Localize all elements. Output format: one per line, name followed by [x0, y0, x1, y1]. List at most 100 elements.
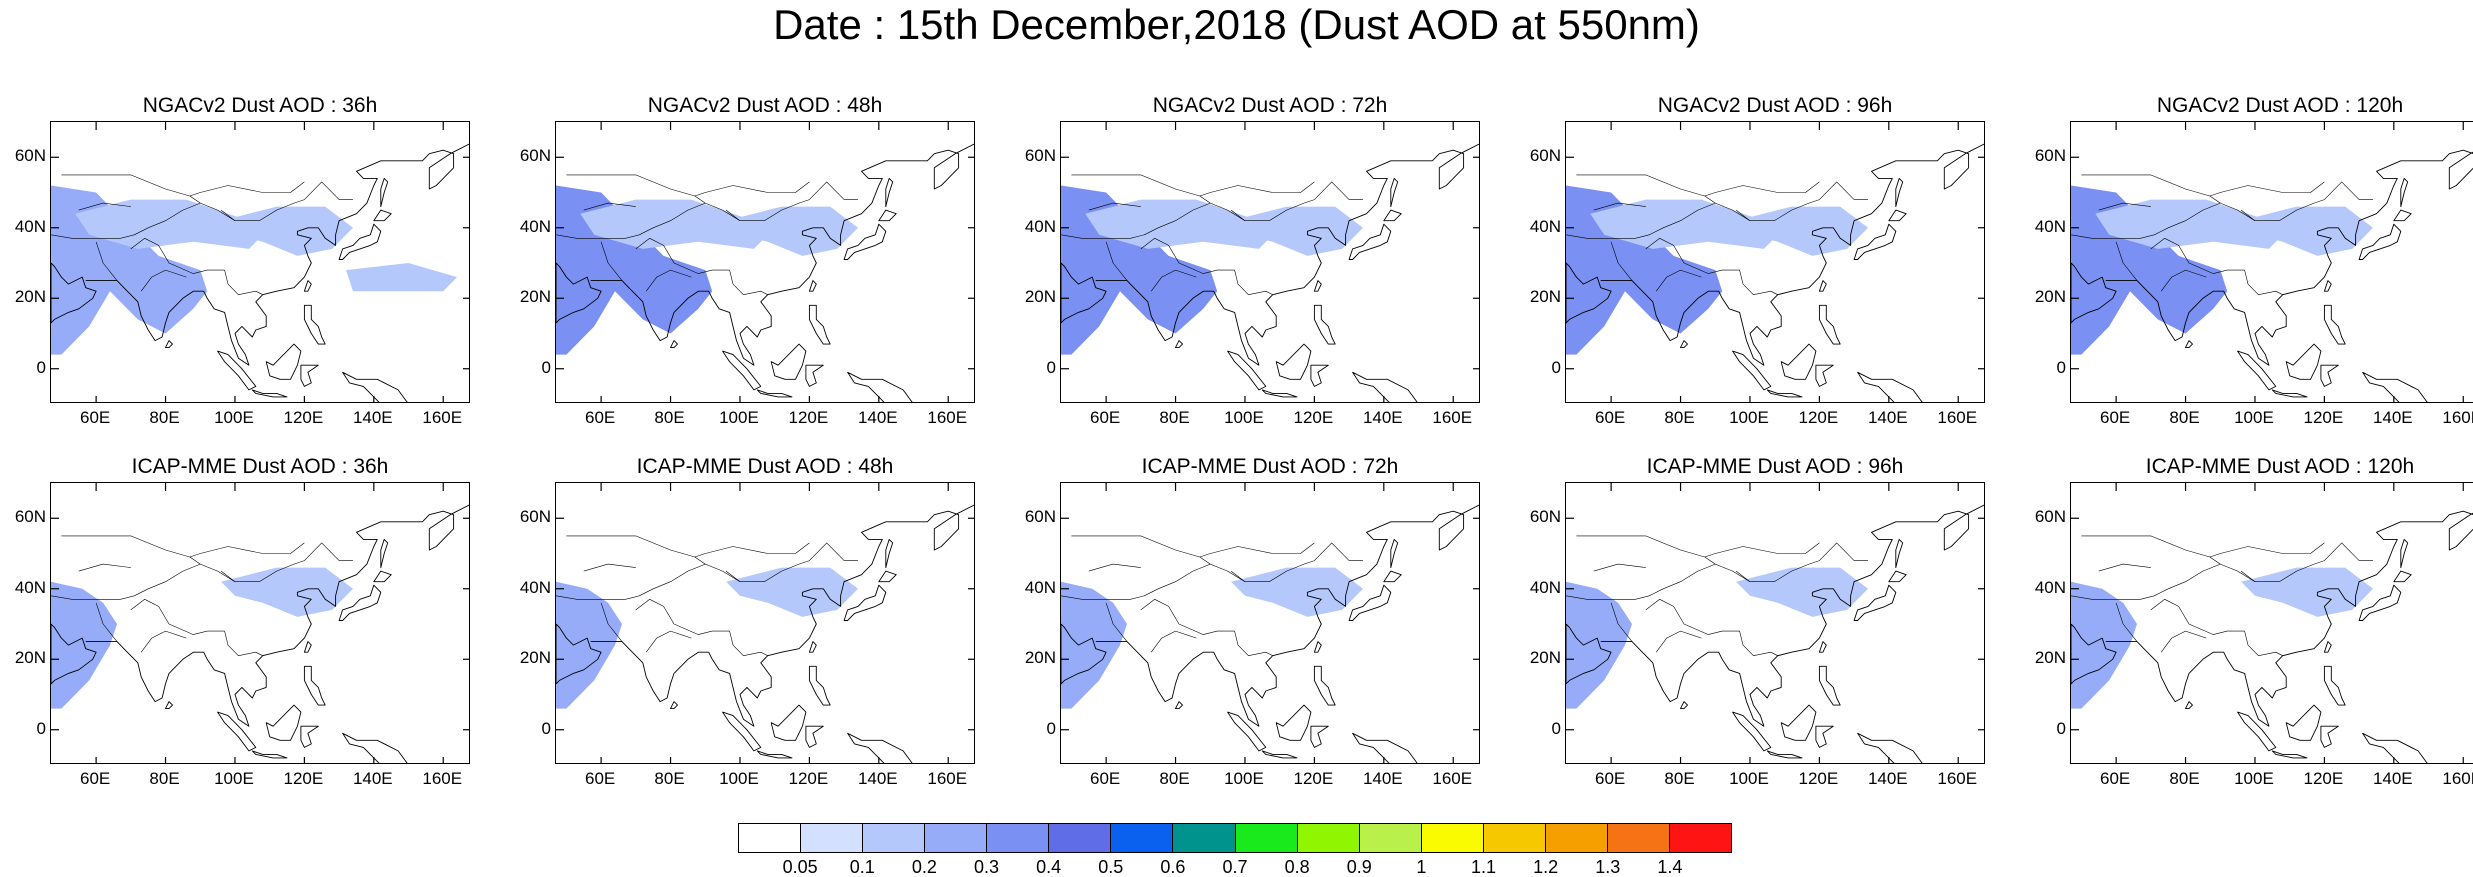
- island-outline: [342, 732, 408, 763]
- country-border: [1230, 209, 1246, 221]
- island-outline: [1815, 725, 1834, 748]
- country-border: [140, 630, 187, 653]
- country-border: [1199, 556, 1211, 565]
- island-outline: [2237, 350, 2277, 391]
- map-canvas: [51, 483, 469, 763]
- island-outline: [2362, 732, 2428, 763]
- country-border: [96, 181, 353, 239]
- country-border: [2098, 563, 2151, 572]
- x-tick-label: 80E: [2169, 408, 2200, 427]
- country-border: [1645, 238, 1740, 274]
- y-tick-label: 0: [1551, 357, 1561, 377]
- colorbar-swatch: [925, 824, 988, 852]
- island-outline: [303, 304, 326, 345]
- country-border: [96, 542, 353, 600]
- country-border: [2071, 234, 2117, 239]
- country-border: [2122, 262, 2138, 281]
- x-tick-label: 120E: [1798, 408, 1839, 427]
- x-tick-label: 120E: [2303, 408, 2344, 427]
- island-outline: [843, 223, 887, 260]
- x-tick-label: 100E: [1729, 408, 1769, 427]
- island-outline: [2400, 177, 2409, 208]
- country-border: [1610, 602, 1619, 625]
- colorbar-swatch: [1607, 824, 1670, 852]
- island-outline: [805, 725, 824, 748]
- x-tick-label: 100E: [1224, 408, 1264, 427]
- country-border: [1566, 595, 1612, 600]
- country-border: [729, 631, 768, 656]
- country-border: [1655, 630, 1702, 653]
- country-border: [694, 195, 706, 204]
- dust-region-west-pacific: [346, 263, 458, 292]
- island-outline: [1227, 711, 1267, 752]
- colorbar-label: 1: [1416, 857, 1427, 877]
- map-frame: [50, 482, 470, 764]
- island-outline: [1261, 750, 1298, 759]
- island-outline: [2185, 340, 2193, 349]
- coastline: [1600, 143, 1984, 366]
- x-tick-label: 60E: [2099, 408, 2131, 427]
- country-border: [556, 234, 602, 239]
- island-outline: [1818, 304, 1841, 345]
- country-border: [1645, 599, 1740, 635]
- country-border: [51, 234, 97, 239]
- map-canvas: [1566, 122, 1984, 402]
- coastline: [590, 143, 974, 366]
- country-border: [1704, 195, 1716, 204]
- country-border: [189, 195, 201, 204]
- country-border: [1617, 262, 1633, 281]
- island-outline: [2271, 750, 2308, 759]
- country-border: [2122, 623, 2138, 642]
- coastline: [1600, 504, 1984, 727]
- island-outline: [2271, 389, 2308, 398]
- dust-region-north-china: [1231, 567, 1363, 617]
- island-outline: [722, 350, 762, 391]
- island-outline: [2393, 570, 2412, 583]
- island-outline: [373, 570, 392, 583]
- island-outline: [1895, 177, 1904, 208]
- country-border: [78, 202, 131, 211]
- country-border: [224, 631, 263, 656]
- dust-region-north-china: [726, 206, 858, 256]
- country-border: [78, 563, 131, 572]
- island-outline: [2323, 641, 2332, 653]
- map-panel: ICAP-MME Dust AOD : 72h 60N 40N 20N 0 60E 80E 1…: [1010, 454, 1480, 794]
- colorbar-label: 0.8: [1284, 857, 1310, 877]
- map-panel: ICAP-MME Dust AOD : 48h 60N 40N 20N 0 60E 80E 1…: [505, 454, 975, 794]
- country-border: [1704, 556, 1716, 565]
- island-outline: [808, 665, 831, 706]
- coastline: [51, 262, 97, 324]
- y-tick-label: 40N: [1529, 216, 1561, 236]
- coastline: [1095, 143, 1479, 366]
- island-outline: [847, 371, 913, 402]
- island-outline: [380, 177, 389, 208]
- coastline: [2105, 510, 2473, 727]
- island-outline: [380, 538, 389, 569]
- y-tick-label: 40N: [519, 577, 551, 597]
- y-tick-label: 0: [1046, 357, 1056, 377]
- x-tick-label: 100E: [214, 769, 254, 788]
- colorbar-swatch: [1421, 824, 1484, 852]
- x-tick-label: 60E: [79, 408, 111, 427]
- x-tick-label: 80E: [654, 408, 685, 427]
- country-border: [2098, 202, 2151, 211]
- panel-title: ICAP-MME Dust AOD : 96h: [1646, 455, 1904, 478]
- map-frame: [2070, 121, 2473, 403]
- colorbar-swatch: [801, 824, 864, 852]
- x-tick-label: 80E: [149, 408, 180, 427]
- island-outline: [770, 704, 807, 741]
- map-frame: [2070, 482, 2473, 764]
- y-tick-label: 40N: [1529, 577, 1561, 597]
- x-tick-label: 120E: [2303, 769, 2344, 788]
- country-border: [1735, 570, 1751, 582]
- x-tick-label: 140E: [2372, 408, 2413, 427]
- colorbar-label: 0.6: [1160, 857, 1186, 877]
- figure-title: Date : 15th December,2018 (Dust AOD at 5…: [773, 1, 1700, 48]
- island-outline: [1680, 340, 1688, 349]
- colorbar-label: 0.9: [1346, 857, 1372, 877]
- x-tick-label: 140E: [1867, 408, 1908, 427]
- island-outline: [805, 364, 824, 387]
- island-outline: [265, 343, 302, 380]
- island-outline: [1390, 538, 1399, 569]
- island-outline: [217, 350, 257, 391]
